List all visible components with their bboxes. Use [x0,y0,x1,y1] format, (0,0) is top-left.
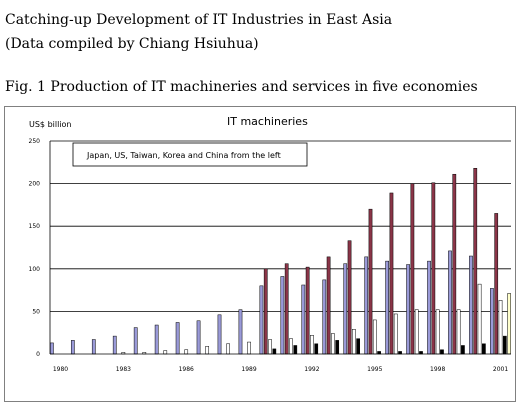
bar-taiwan-1993 [331,333,335,355]
bar-taiwan-1996 [393,313,398,355]
axis-layer: 0 50 100 150 200 250 1980 1983 1986 1989 1992 1995 1… [29,138,511,373]
bar-korea-1993 [335,340,340,355]
bar-us-1992 [305,266,310,355]
bar-japan-1985 [154,324,159,355]
bar-taiwan-1989 [247,341,251,355]
legend-note-box [72,142,308,167]
bar-us-1999 [452,173,457,355]
bar-japan-1990 [259,285,264,355]
bar-layer [50,168,511,355]
y-tick-label: 0 [36,351,40,358]
bar-japan-2000 [469,255,473,355]
bar-us-1991 [284,263,289,355]
bar-us-1995 [368,208,373,355]
bar-taiwan-1987 [205,346,210,355]
y-tick-label: 50 [32,308,40,315]
bar-us-1990 [263,268,268,355]
bar-korea-2000 [482,343,486,355]
bar-japan-1986 [175,322,180,355]
bar-japan-1993 [322,279,327,355]
bar-taiwan-2001 [498,300,503,355]
bar-japan-1980 [50,342,54,355]
bar-japan-1991 [280,276,285,355]
bar-us-1994 [347,240,352,355]
bar-japan-1996 [385,260,389,355]
bar-taiwan-1994 [351,329,356,355]
bar-taiwan-1999 [456,309,461,355]
bar-us-2000 [473,168,478,355]
y-tick-label: 200 [29,181,41,188]
chart-title: IT machineries [227,115,308,128]
x-tick-label: 1983 [116,366,131,373]
bar-japan-1998 [427,260,431,355]
bar-japan-2001 [490,288,494,355]
bar-taiwan-1986 [184,349,189,355]
bar-korea-2001 [502,335,507,355]
y-axis-label: US$ billion [29,120,72,129]
x-tick-label: 2001 [493,366,508,373]
bar-korea-1998 [440,349,444,355]
bar-japan-1988 [217,314,222,355]
bar-korea-1990 [272,348,277,355]
bar-taiwan-1991 [289,338,293,355]
grid-layer [50,140,511,312]
bar-taiwan-1990 [268,339,272,355]
x-tick-label: 1995 [367,366,382,373]
page-subtitle: (Data compiled by Chiang Hsiuhua) [5,36,259,52]
y-tick-label: 150 [29,223,41,230]
bar-korea-1992 [314,343,319,355]
bar-japan-1984 [133,327,138,355]
bar-taiwan-1998 [435,309,440,355]
bar-japan-1995 [364,256,369,355]
bar-taiwan-1997 [414,309,419,355]
bar-taiwan-2000 [477,283,482,355]
bar-taiwan-1992 [310,335,314,355]
bar-japan-1981 [70,340,75,355]
bar-chart: US$ billion IT machineries 0 50 100 150 200 2… [29,115,511,373]
bar-us-1996 [389,192,394,355]
bar-japan-1983 [112,335,117,355]
bar-korea-1999 [461,345,465,355]
page-title: Catching-up Development of IT Industries… [5,12,393,28]
bar-japan-1982 [91,339,96,355]
bar-us-1993 [326,256,331,355]
bar-us-1998 [431,182,436,355]
bar-us-1997 [410,183,415,355]
bar-korea-1994 [356,338,360,355]
bar-korea-1991 [293,345,298,355]
bar-japan-1987 [196,320,201,355]
bar-japan-1992 [301,284,306,355]
bar-japan-1997 [406,264,410,355]
x-tick-label: 1989 [241,366,256,373]
bar-japan-1999 [448,250,452,355]
bar-japan-1989 [238,309,243,355]
y-tick-label: 250 [29,138,41,145]
legend-note-text: Japan, US, Taiwan, Korea and China from … [86,151,281,160]
bar-japan-1994 [343,263,348,355]
legend-note: Japan, US, Taiwan, Korea and China from … [72,142,308,167]
bar-taiwan-1988 [226,343,230,355]
y-tick-label: 100 [29,266,41,273]
bar-us-2001 [494,213,499,355]
x-tick-label: 1986 [179,366,194,373]
bar-china-2001 [507,293,511,355]
bar-taiwan-1995 [372,319,377,355]
x-tick-label: 1980 [53,366,68,373]
bar-taiwan-1985 [163,350,168,355]
figure-caption: Fig. 1 Production of IT machineries and … [5,79,478,95]
x-tick-label: 1992 [304,366,319,373]
x-tick-label: 1998 [430,366,445,373]
